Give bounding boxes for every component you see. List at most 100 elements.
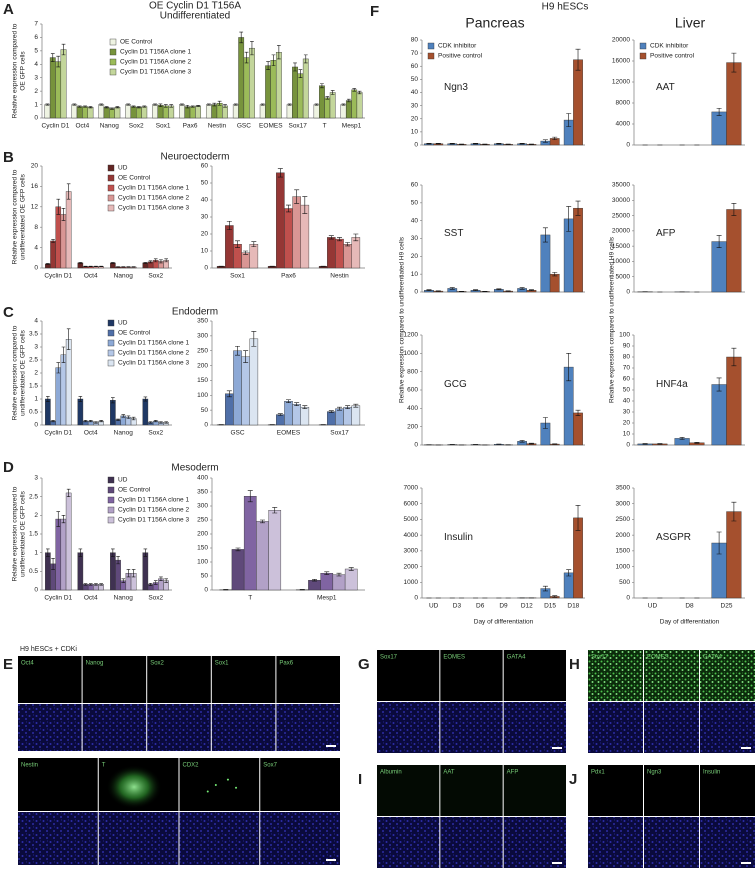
error-bar <box>159 576 163 581</box>
error-bar <box>286 399 291 404</box>
y-tick-label: 0 <box>34 422 38 429</box>
error-bar <box>542 227 548 243</box>
green-signal <box>214 784 217 786</box>
x-tick-label: EOMES <box>259 123 283 130</box>
legend-label: Cyclin D1 T156A clone 3 <box>118 360 189 367</box>
y-axis-label: undifferentiated OE GFP cells <box>20 490 27 577</box>
error-bar <box>552 443 558 445</box>
error-bar <box>163 104 168 108</box>
green-signal <box>226 778 229 781</box>
legend-label: Cyclin D1 T156A clone 1 <box>118 497 189 504</box>
error-bar <box>126 103 131 106</box>
y-tick-label: 20000 <box>612 228 630 235</box>
error-bar <box>153 580 158 585</box>
y-tick-label: 4000 <box>616 121 631 128</box>
micrograph <box>211 704 276 751</box>
error-bar <box>159 259 163 264</box>
legend-swatch <box>107 359 115 367</box>
y-tick-label: 10 <box>201 248 209 255</box>
y-tick-label: 8 <box>34 224 38 231</box>
legend-label: CDK inhibitor <box>438 43 477 50</box>
bar <box>157 105 164 119</box>
error-bar <box>110 107 114 110</box>
bar <box>276 414 285 426</box>
error-bar <box>66 488 71 497</box>
error-bar <box>164 421 168 424</box>
error-bar <box>330 90 335 95</box>
error-bar <box>435 290 441 292</box>
legend-label: Positive control <box>438 53 483 60</box>
y-tick-label: 3 <box>34 344 38 351</box>
y-axis-label: OE GFP cells <box>20 51 27 91</box>
bar <box>356 92 363 119</box>
micrograph <box>98 812 179 865</box>
legend-label: Cyclin D1 T156A clone 1 <box>118 340 189 347</box>
y-tick-label: 1200 <box>404 332 419 339</box>
bar <box>540 234 551 293</box>
x-tick-label: Cyclin D1 <box>44 595 72 602</box>
bar <box>55 206 62 269</box>
error-bar <box>51 557 55 570</box>
error-bar <box>482 143 488 145</box>
micrograph-label: Pdx1 <box>591 770 605 776</box>
legend-swatch <box>639 52 647 60</box>
y-tick-label: 35000 <box>612 182 630 189</box>
y-tick-label: 6 <box>34 34 38 41</box>
bar <box>76 106 83 119</box>
x-tick-label: D15 <box>544 603 556 610</box>
y-tick-label: 2500 <box>616 516 631 523</box>
y-tick-label: 3000 <box>616 500 631 507</box>
micrograph-label: AFP <box>507 770 519 776</box>
bar <box>152 104 158 119</box>
bar <box>573 207 583 293</box>
x-tick-label: Nanog <box>114 595 134 602</box>
panel-label: D <box>3 459 14 476</box>
micrograph-label: Sox2 <box>150 661 164 667</box>
y-tick-label: 1 <box>34 396 38 403</box>
error-bar <box>61 515 66 524</box>
error-bar <box>287 103 292 106</box>
error-bar <box>46 548 50 557</box>
panel-title: H9 hESCs + CDKi <box>20 646 77 653</box>
error-bar <box>266 61 270 70</box>
y-tick-label: 10 <box>411 271 419 278</box>
bar <box>343 243 352 269</box>
y-tick-label: 30 <box>201 214 209 221</box>
error-bar <box>337 406 342 411</box>
x-tick-label: GSC <box>230 430 244 437</box>
bar <box>319 85 325 119</box>
y-tick-label: 3 <box>34 74 38 81</box>
bar <box>345 100 352 119</box>
y-tick-label: 20 <box>411 115 419 122</box>
bar <box>573 59 583 146</box>
error-bar <box>148 582 153 586</box>
error-bar <box>337 237 342 242</box>
error-bar <box>235 240 240 248</box>
error-bar <box>552 136 558 141</box>
x-tick-label: D3 <box>453 603 462 610</box>
y-tick-label: 250 <box>197 347 208 354</box>
error-bar <box>575 200 581 216</box>
error-bar <box>345 242 351 247</box>
error-bar <box>353 233 359 242</box>
x-tick-label: Nanog <box>114 430 134 437</box>
y-tick-label: 40 <box>201 197 209 204</box>
y-axis-label: Relative expression compared to <box>12 486 19 581</box>
error-bar <box>56 198 61 215</box>
error-bar <box>259 519 265 524</box>
bar <box>45 398 51 426</box>
error-bar <box>426 289 432 292</box>
error-bar <box>528 289 534 292</box>
bar <box>286 104 293 119</box>
y-tick-label: 20 <box>411 253 419 260</box>
x-tick-label: UD <box>429 603 439 610</box>
legend-label: UD <box>118 477 128 484</box>
panel-label: J <box>569 771 577 788</box>
error-bar <box>505 290 511 292</box>
x-tick-label: D18 <box>567 603 579 610</box>
y-tick-label: 30 <box>623 409 631 416</box>
legend-label: Cyclin D1 T156A clone 2 <box>118 350 189 357</box>
error-bar <box>99 583 103 586</box>
legend-swatch <box>107 486 115 494</box>
y-tick-label: 0 <box>414 142 418 149</box>
